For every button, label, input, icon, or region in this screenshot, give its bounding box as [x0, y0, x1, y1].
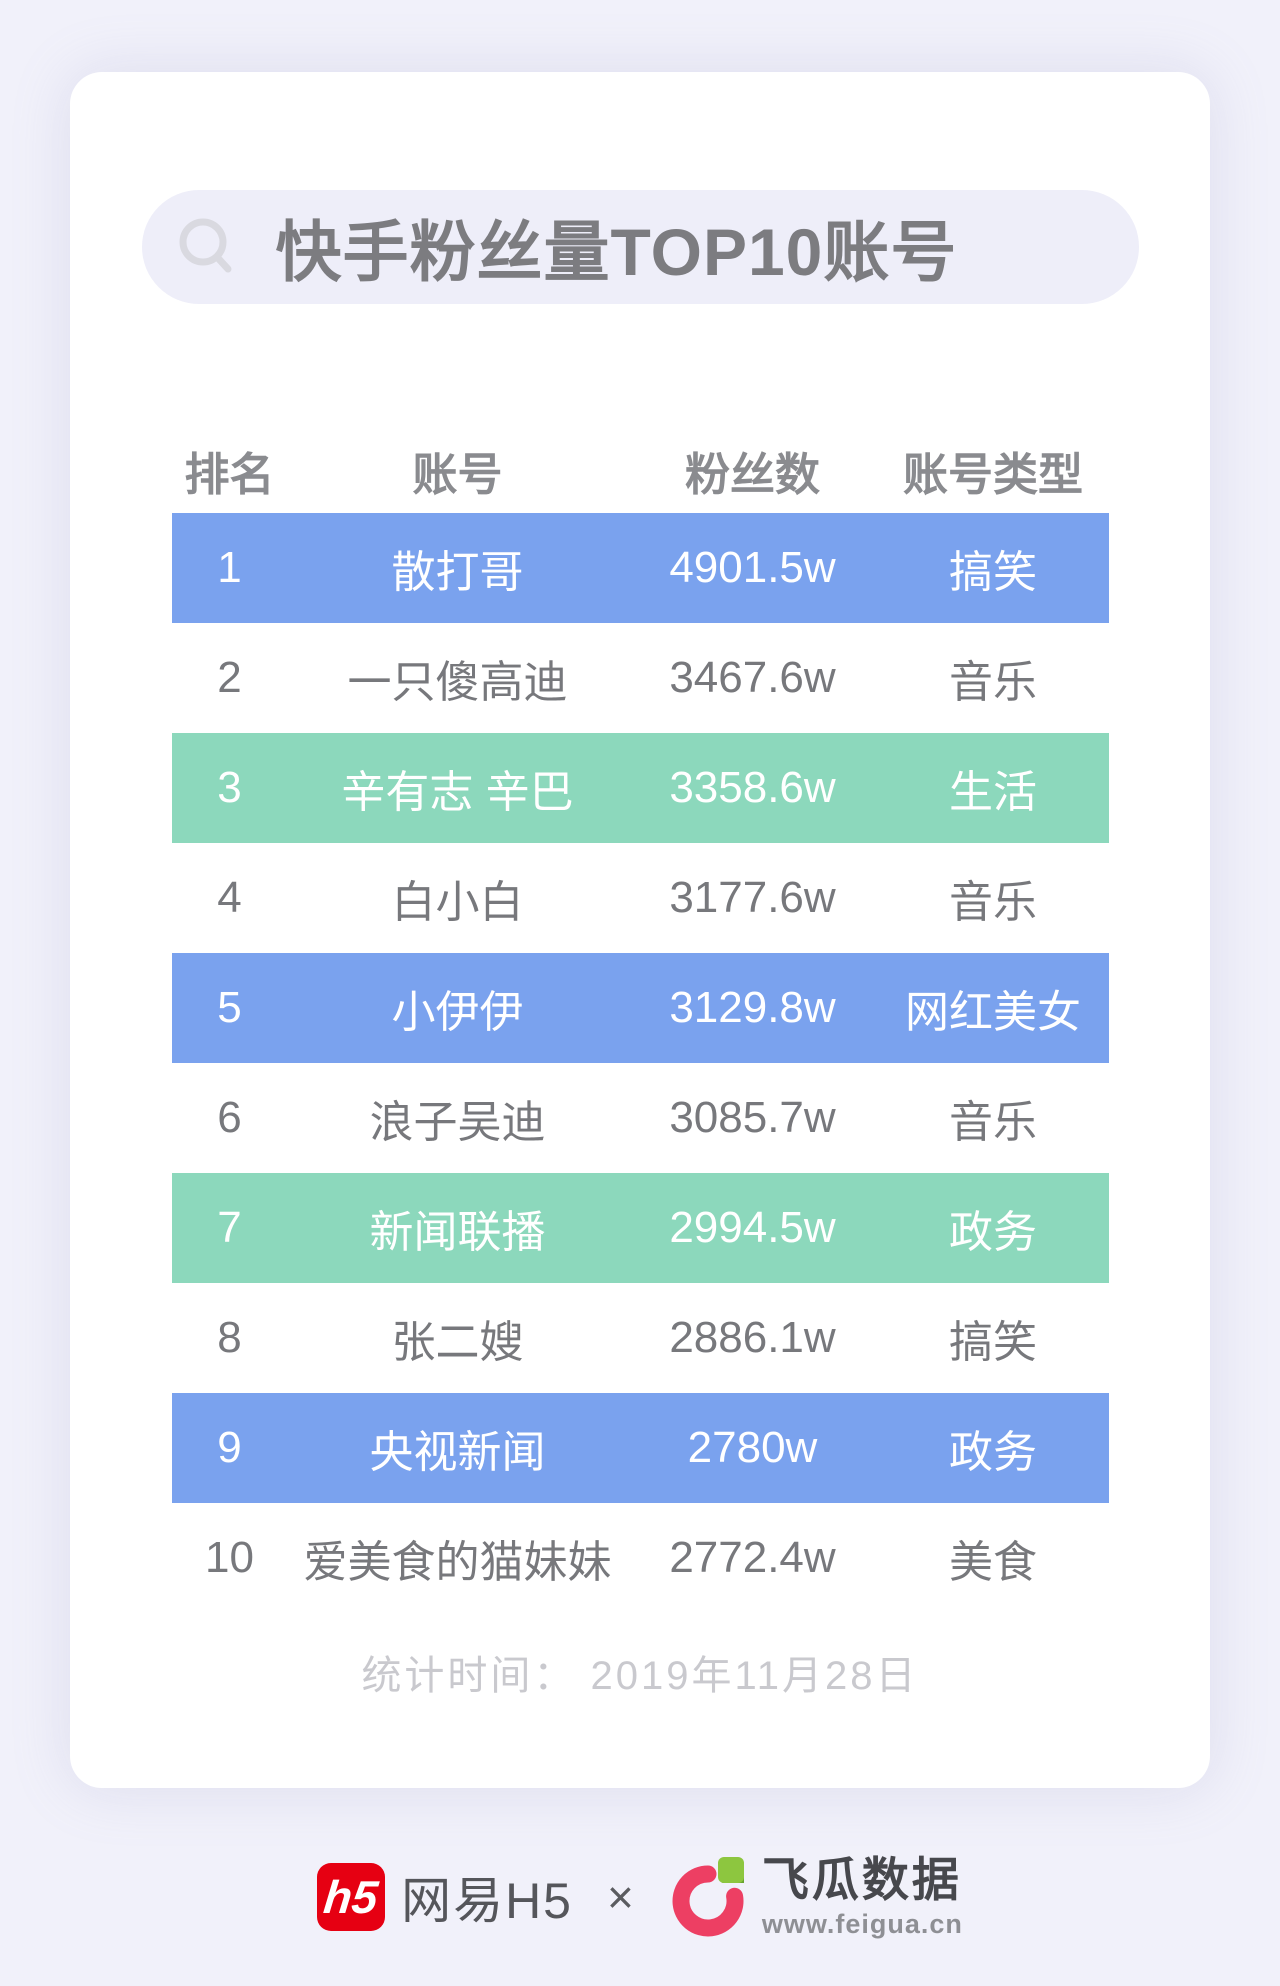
table-row: 10 爱美食的猫妹妹 2772.4w 美食 — [172, 1503, 1109, 1613]
table-row: 1 散打哥 4901.5w 搞笑 — [171, 513, 1109, 623]
cell-fans: 2772.4w — [669, 1533, 836, 1582]
cell-fans: 2994.5w — [669, 1203, 836, 1252]
cell-account: 央视新闻 — [369, 1428, 546, 1477]
cell-rank: 9 — [217, 1423, 242, 1472]
cell-account: 散打哥 — [391, 548, 524, 597]
netease-label: 网易H5 — [401, 1872, 573, 1929]
cell-account: 新闻联播 — [369, 1208, 546, 1257]
table-row: 4 白小白 3177.6w 音乐 — [172, 843, 1109, 953]
header-type: 账号类型 — [902, 448, 1083, 500]
cross-separator: × — [607, 1870, 634, 1923]
header-account: 账号 — [412, 448, 503, 500]
cell-account: 浪子吴迪 — [369, 1098, 546, 1147]
branding-footer: h5 网易H5 × 飞瓜数据 www.feigua.cn — [0, 1854, 1280, 1940]
cell-type: 美食 — [949, 1538, 1037, 1587]
cell-type: 搞笑 — [949, 548, 1037, 597]
feigua-logo-icon — [668, 1856, 748, 1937]
main-card: 快手粉丝量TOP10账号 排名 账号 粉丝数 账号类型 1 散打哥 4901.5w 搞… — [70, 72, 1210, 1788]
cell-account: 白小白 — [391, 878, 524, 927]
table-row: 3 辛有志 辛巴 3358.6w 生活 — [171, 733, 1109, 843]
cell-fans: 3129.8w — [669, 983, 836, 1032]
cell-type: 网红美女 — [905, 988, 1081, 1037]
cell-rank: 2 — [217, 653, 242, 702]
stat-time: 统计时间： 2019年11月28日 — [361, 1654, 919, 1698]
cell-type: 音乐 — [949, 1098, 1037, 1147]
feigua-url: www.feigua.cn — [761, 1908, 963, 1939]
feigua-label: 飞瓜数据 — [761, 1853, 962, 1906]
cell-rank: 5 — [217, 983, 242, 1032]
cell-fans: 3085.7w — [669, 1093, 836, 1142]
table-body: 1 散打哥 4901.5w 搞笑 2 一只傻高迪 3467.6w 音乐 3 辛有志 辛巴 3358.… — [171, 513, 1109, 1613]
table-row: 9 央视新闻 2780w 政务 — [171, 1393, 1109, 1503]
table-row: 8 张二嫂 2886.1w 搞笑 — [172, 1283, 1109, 1393]
cell-fans: 3358.6w — [669, 763, 836, 812]
cell-fans: 3177.6w — [669, 873, 836, 922]
cell-fans: 3467.6w — [669, 653, 836, 702]
header-rank: 排名 — [184, 448, 275, 500]
header-fans: 粉丝数 — [684, 448, 820, 500]
cell-type: 政务 — [949, 1208, 1037, 1257]
cell-type: 音乐 — [949, 878, 1037, 927]
cell-type: 音乐 — [949, 658, 1037, 707]
cell-rank: 4 — [217, 873, 242, 922]
search-icon — [176, 216, 238, 278]
cell-type: 生活 — [949, 768, 1037, 817]
ranking-table: 排名 账号 粉丝数 账号类型 1 散打哥 4901.5w 搞笑 2 一只傻高迪 3467.6… — [171, 427, 1109, 1613]
cell-rank: 6 — [217, 1093, 242, 1142]
cell-rank: 10 — [205, 1533, 254, 1582]
cell-type: 搞笑 — [949, 1318, 1037, 1367]
table-row: 7 新闻联播 2994.5w 政务 — [171, 1173, 1109, 1283]
table-header-row: 排名 账号 粉丝数 账号类型 — [172, 427, 1109, 513]
cell-account: 爱美食的猫妹妹 — [303, 1538, 612, 1587]
page-title: 快手粉丝量TOP10账号 — [275, 215, 958, 289]
cell-fans: 2780w — [687, 1423, 818, 1472]
cell-account: 一只傻高迪 — [347, 658, 568, 707]
table-row: 2 一只傻高迪 3467.6w 音乐 — [172, 623, 1109, 733]
table-row: 6 浪子吴迪 3085.7w 音乐 — [172, 1063, 1109, 1173]
cell-rank: 1 — [217, 543, 242, 592]
cell-type: 政务 — [949, 1428, 1037, 1477]
cell-rank: 8 — [217, 1313, 242, 1362]
search-bar[interactable]: 快手粉丝量TOP10账号 — [141, 190, 1139, 304]
cell-account: 辛有志 辛巴 — [341, 768, 574, 817]
cell-account: 小伊伊 — [391, 988, 524, 1037]
cell-rank: 3 — [217, 763, 242, 812]
cell-fans: 4901.5w — [669, 543, 836, 592]
cell-fans: 2886.1w — [669, 1313, 836, 1362]
cell-account: 张二嫂 — [391, 1318, 524, 1367]
cell-rank: 7 — [217, 1203, 242, 1252]
netease-h5-logo-icon: h5 — [317, 1862, 386, 1931]
table-row: 5 小伊伊 3129.8w 网红美女 — [171, 953, 1109, 1063]
